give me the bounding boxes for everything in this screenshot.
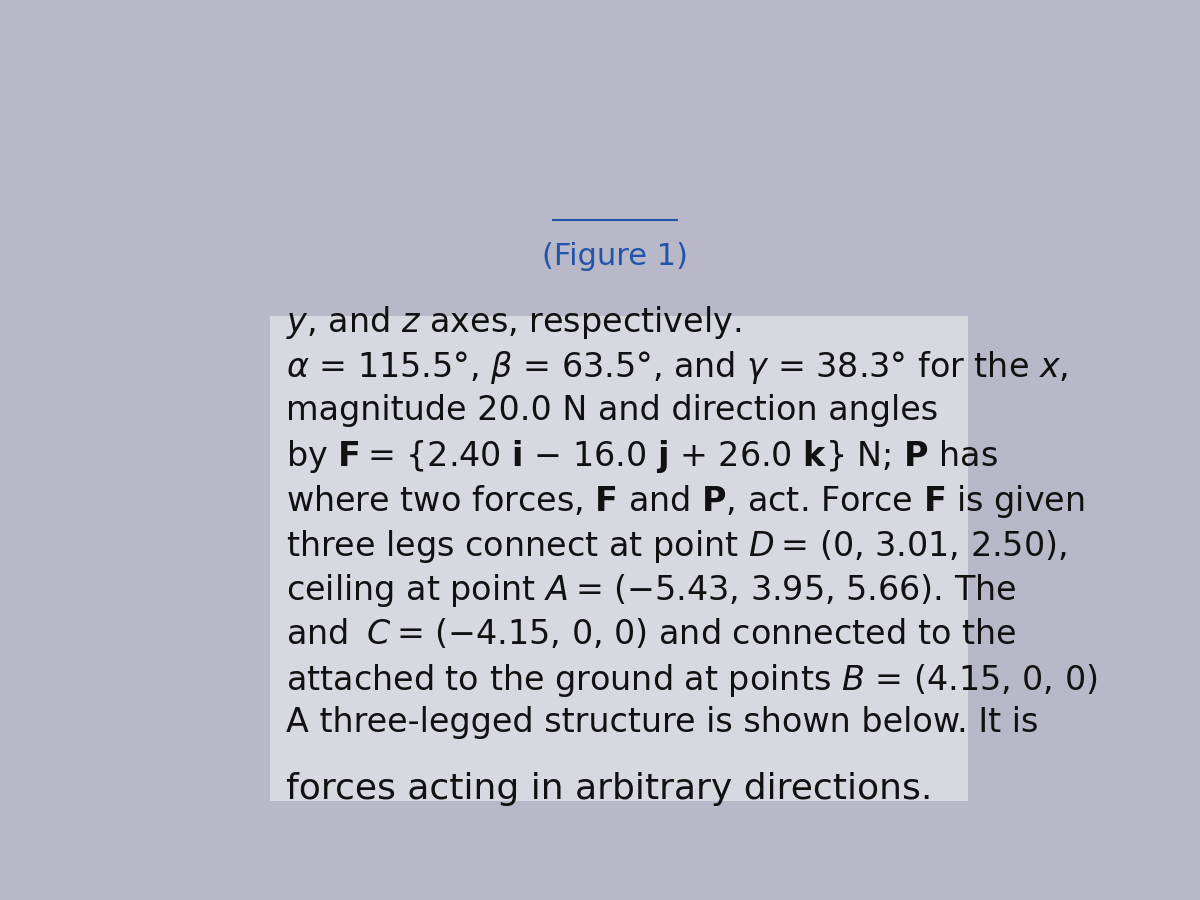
Text: magnitude 20.0 N and direction angles: magnitude 20.0 N and direction angles	[286, 393, 937, 427]
Text: three legs connect at point $\mathit{D}$ = (0, 3.01, 2.50),: three legs connect at point $\mathit{D}$…	[286, 527, 1067, 564]
Text: ceiling at point $\mathit{A}$ = (−5.43, 3.95, 5.66). The: ceiling at point $\mathit{A}$ = (−5.43, …	[286, 572, 1016, 609]
Text: where two forces, $\mathbf{F}$ and $\mathbf{P}$, act. Force $\mathbf{F}$ is give: where two forces, $\mathbf{F}$ and $\mat…	[286, 483, 1085, 520]
Text: $\alpha$ = 115.5°, $\beta$ = 63.5°, and $\gamma$ = 38.3° for the $x$,: $\alpha$ = 115.5°, $\beta$ = 63.5°, and …	[286, 349, 1068, 386]
Text: $y$, and $z$ axes, respectively.: $y$, and $z$ axes, respectively.	[286, 304, 740, 341]
Text: (Figure 1): (Figure 1)	[542, 242, 688, 271]
Text: by $\mathbf{F}$ = {2.40 $\mathbf{i}$ − 16.0 $\mathbf{j}$ + 26.0 $\mathbf{k}$} N;: by $\mathbf{F}$ = {2.40 $\mathbf{i}$ − 1…	[286, 438, 997, 475]
Text: forces acting in arbitrary directions.: forces acting in arbitrary directions.	[286, 771, 932, 806]
Text: and  $\mathit{C}$ = (−4.15, 0, 0) and connected to the: and $\mathit{C}$ = (−4.15, 0, 0) and con…	[286, 617, 1016, 651]
Text: attached to the ground at points $\mathit{B}$ = (4.15, 0, 0): attached to the ground at points $\mathi…	[286, 662, 1097, 698]
FancyBboxPatch shape	[270, 316, 967, 801]
Text: A three-legged structure is shown below. It is: A three-legged structure is shown below.…	[286, 706, 1038, 739]
